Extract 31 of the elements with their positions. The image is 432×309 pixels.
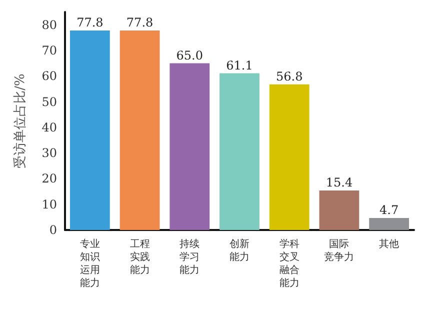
data-label: 77.8 — [126, 15, 154, 30]
x-tick-label: 学科交叉融合能力 — [279, 238, 300, 289]
bar — [319, 190, 360, 230]
bar — [120, 30, 160, 230]
data-label: 56.8 — [276, 69, 303, 84]
data-label: 4.7 — [380, 202, 399, 217]
bar — [170, 63, 210, 230]
y-tick-label: 80 — [42, 18, 57, 32]
x-tick-label: 创新能力 — [230, 238, 250, 263]
bar — [70, 30, 110, 230]
data-label: 61.1 — [226, 58, 253, 72]
bar — [269, 84, 310, 230]
x-tick-label: 工程实践能力 — [130, 239, 150, 276]
x-tick-label: 专业知识运用能力 — [80, 238, 100, 289]
y-tick-label: 60 — [42, 69, 57, 84]
y-tick-label: 10 — [42, 197, 57, 212]
y-tick-label: 30 — [42, 146, 57, 160]
bar — [220, 73, 260, 230]
bar — [369, 218, 410, 230]
x-tick-label: 其他 — [379, 238, 400, 250]
data-label: 77.8 — [76, 15, 104, 30]
y-tick-label: 20 — [42, 172, 57, 186]
y-axis-title: 受访单位占比/% — [12, 74, 28, 168]
y-tick-label: 70 — [42, 43, 57, 58]
y-tick-label: 40 — [42, 120, 57, 134]
x-tick-label: 国际竞争力 — [324, 239, 354, 263]
data-label: 15.4 — [326, 176, 353, 190]
y-tick-label: 50 — [42, 94, 57, 109]
y-tick-label: 0 — [49, 223, 57, 237]
x-tick-label: 持续学习能力 — [180, 238, 200, 276]
data-label: 65.0 — [176, 48, 203, 62]
